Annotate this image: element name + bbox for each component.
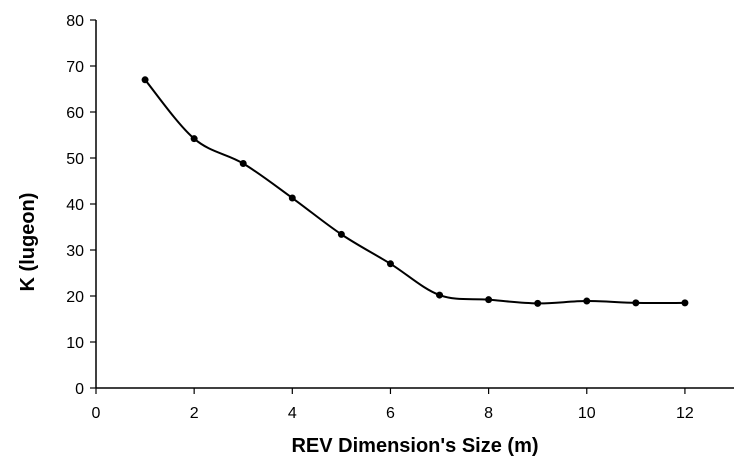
x-tick-label: 8 [484, 405, 493, 422]
data-point [337, 230, 345, 238]
data-point [436, 291, 444, 299]
y-tick-label: 40 [66, 197, 84, 214]
x-tick-label: 2 [190, 405, 199, 422]
axes [95, 20, 734, 389]
y-tick-label: 50 [66, 151, 84, 168]
data-point [485, 296, 493, 304]
data-point [288, 194, 296, 202]
x-tick-label: 0 [92, 405, 101, 422]
y-tick-label: 30 [66, 243, 84, 260]
x-axis-title: REV Dimension's Size (m) [291, 435, 538, 457]
y-tick-label: 80 [66, 13, 84, 30]
data-point [681, 299, 689, 307]
y-axis-title: K (lugeon) [17, 193, 39, 292]
x-tick-label: 4 [288, 405, 297, 422]
data-point [583, 297, 591, 305]
data-point [239, 160, 247, 168]
y-tick-label: 20 [66, 289, 84, 306]
y-tick-label: 60 [66, 105, 84, 122]
y-tick-label: 0 [75, 381, 84, 398]
x-tick-label: 12 [676, 405, 694, 422]
ticks: 0 10 20 30 40 50 60 70 80 0 2 4 6 8 10 12 [66, 13, 694, 422]
data-point [386, 260, 394, 268]
data-point [534, 299, 542, 307]
y-tick-label: 10 [66, 335, 84, 352]
x-tick-label: 6 [386, 405, 395, 422]
series-line [144, 79, 685, 305]
x-tick-label: 10 [578, 405, 596, 422]
data-point [190, 135, 198, 143]
series-layer [141, 76, 689, 307]
data-point [632, 299, 640, 307]
data-point [141, 76, 149, 84]
y-tick-label: 70 [66, 59, 84, 76]
